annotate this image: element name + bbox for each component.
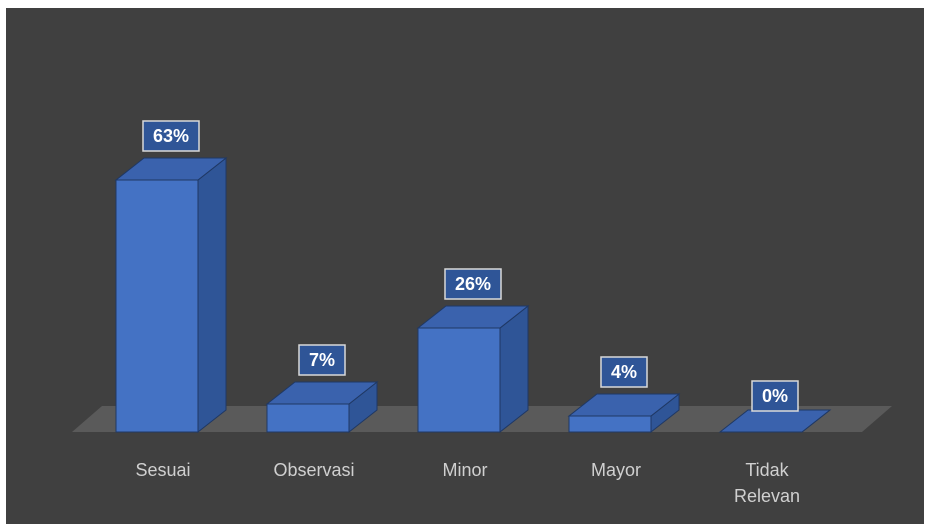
bar-2 <box>265 380 379 434</box>
data-label-text: 26% <box>455 274 491 294</box>
data-label-text: 63% <box>153 126 189 146</box>
data-label-box <box>751 380 799 412</box>
category-axis-labels: Sesuai Observasi Minor Mayor Tidak Relevan <box>135 460 800 506</box>
bar-front-face <box>417 327 501 433</box>
data-label-text: 0% <box>762 386 788 406</box>
data-label: 4% <box>600 356 648 388</box>
data-label: 26% <box>444 268 502 300</box>
data-labels: 63% 7% 26% 4% 0% <box>142 120 799 412</box>
bar-3 <box>416 304 530 434</box>
chart-area: Sesuai Observasi Minor Mayor Tidak Relevan 63… <box>6 8 924 524</box>
bar-top-face <box>265 381 379 405</box>
bar-1 <box>114 156 228 434</box>
bar-front-face <box>266 403 350 433</box>
bar-front-face <box>568 415 652 433</box>
data-label-box <box>600 356 648 388</box>
data-label-box <box>298 344 346 376</box>
bar-top-face <box>718 409 832 433</box>
category-label: Observasi <box>273 460 354 480</box>
bar-series <box>114 156 832 434</box>
bar-5 <box>718 409 832 433</box>
category-label: Tidak Relevan <box>734 460 800 506</box>
data-label-text: 7% <box>309 350 335 370</box>
bar-side-face <box>197 156 227 434</box>
data-label-box <box>444 268 502 300</box>
data-label: 7% <box>298 344 346 376</box>
data-label-text: 4% <box>611 362 637 382</box>
bar-top-face <box>416 305 530 329</box>
bar-front-face <box>115 179 199 433</box>
category-label: Sesuai <box>135 460 190 480</box>
bar-chart: Sesuai Observasi Minor Mayor Tidak Relevan 63… <box>72 120 892 506</box>
category-label: Mayor <box>591 460 641 480</box>
data-label: 0% <box>751 380 799 412</box>
data-label: 63% <box>142 120 200 152</box>
bar-top-face <box>114 157 228 181</box>
category-label: Minor <box>442 460 487 480</box>
bar-top-face <box>567 393 681 417</box>
bar-4 <box>567 392 681 434</box>
data-label-box <box>142 120 200 152</box>
